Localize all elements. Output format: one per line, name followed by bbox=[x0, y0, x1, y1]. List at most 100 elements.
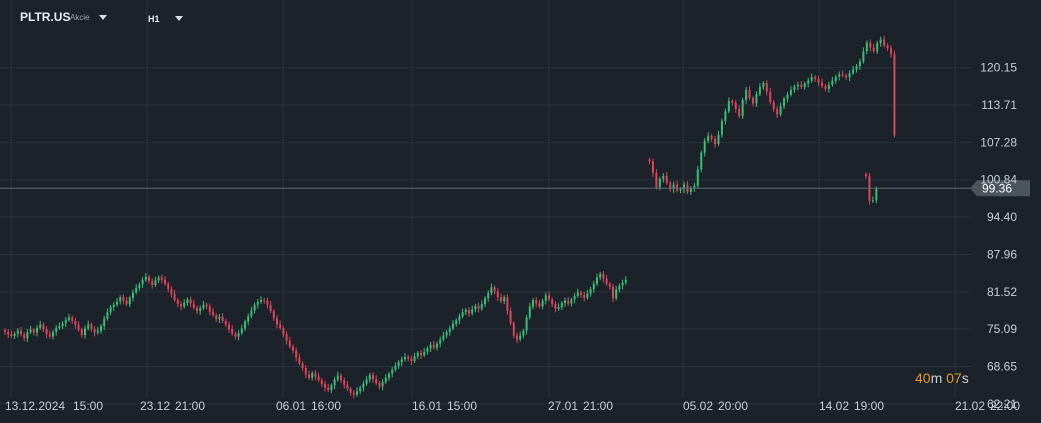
x-tick-label: 22:00 bbox=[990, 399, 1020, 413]
candle-body bbox=[84, 328, 86, 335]
candle bbox=[672, 181, 675, 193]
candle-body bbox=[173, 293, 176, 301]
candle bbox=[103, 315, 106, 330]
candle-body bbox=[135, 287, 138, 293]
candle bbox=[196, 305, 198, 314]
candle-body bbox=[461, 312, 464, 317]
candle-body bbox=[356, 391, 358, 395]
timeframe-dropdown-icon[interactable] bbox=[175, 16, 183, 21]
candle-body bbox=[827, 84, 830, 89]
candle bbox=[138, 282, 141, 291]
candle-body bbox=[106, 312, 109, 319]
candle bbox=[541, 298, 544, 310]
candle-body bbox=[779, 106, 782, 115]
candle bbox=[29, 325, 32, 335]
candle bbox=[368, 372, 371, 383]
candle bbox=[96, 327, 99, 335]
candle bbox=[4, 328, 6, 335]
candle bbox=[340, 373, 342, 384]
candle-body bbox=[247, 316, 250, 322]
countdown-minutes-unit: m bbox=[930, 370, 943, 386]
candle bbox=[841, 70, 844, 78]
candle bbox=[90, 322, 93, 332]
candle bbox=[58, 322, 61, 330]
candle-body bbox=[29, 329, 32, 332]
candle bbox=[48, 330, 51, 339]
candle bbox=[506, 294, 509, 315]
candle bbox=[314, 370, 317, 381]
candle bbox=[202, 300, 205, 311]
x-tick-label: 23.12 bbox=[140, 399, 170, 413]
candle bbox=[676, 180, 679, 193]
countdown-minutes: 40 bbox=[915, 370, 931, 386]
candle bbox=[144, 273, 147, 282]
candle-body bbox=[330, 385, 333, 391]
candle-body bbox=[758, 87, 761, 95]
candle bbox=[285, 331, 288, 345]
candle bbox=[855, 64, 858, 73]
candle bbox=[487, 290, 490, 303]
candle-body bbox=[755, 94, 758, 104]
candle bbox=[148, 274, 150, 284]
candle-body bbox=[36, 327, 38, 333]
candle bbox=[432, 340, 435, 350]
y-tick-label: 87.96 bbox=[987, 247, 1017, 261]
candle bbox=[77, 321, 80, 332]
candle-body bbox=[893, 54, 896, 136]
candle bbox=[128, 295, 131, 308]
candle bbox=[869, 39, 872, 52]
symbol-label[interactable]: PLTR.US bbox=[20, 10, 71, 24]
timeframe-label[interactable]: H1 bbox=[148, 14, 160, 24]
candle-body bbox=[180, 304, 182, 307]
symbol-dropdown-icon[interactable] bbox=[99, 15, 107, 20]
candle bbox=[55, 325, 58, 336]
candle-body bbox=[738, 109, 741, 117]
candle bbox=[783, 96, 786, 110]
candle-body bbox=[503, 297, 506, 302]
candle bbox=[831, 76, 834, 87]
candle-body bbox=[160, 277, 163, 280]
candle bbox=[356, 387, 358, 397]
candle-body bbox=[381, 381, 384, 387]
candle bbox=[39, 320, 42, 330]
candle-body bbox=[886, 45, 889, 49]
x-tick-label: 21:00 bbox=[583, 399, 613, 413]
candle-body bbox=[474, 305, 477, 310]
candle bbox=[789, 86, 792, 97]
candle bbox=[696, 165, 699, 188]
candle-body bbox=[336, 375, 339, 380]
candle bbox=[365, 375, 368, 386]
candle bbox=[87, 320, 90, 331]
candle-body bbox=[183, 302, 186, 307]
candle-body bbox=[831, 80, 834, 85]
candle bbox=[375, 375, 378, 386]
candle-body bbox=[189, 299, 192, 304]
candle-body bbox=[250, 310, 253, 317]
candle-body bbox=[55, 327, 58, 332]
candle-body bbox=[689, 188, 692, 193]
candle bbox=[141, 276, 144, 289]
candle-body bbox=[384, 377, 387, 382]
candle bbox=[247, 313, 250, 326]
candle-body bbox=[745, 89, 748, 100]
candle-body bbox=[683, 184, 685, 190]
candle-body bbox=[655, 172, 658, 188]
candle-body bbox=[96, 330, 99, 333]
candle bbox=[872, 43, 875, 54]
candle bbox=[848, 70, 851, 81]
candle bbox=[648, 157, 651, 165]
candle-body bbox=[122, 297, 125, 301]
candle bbox=[170, 286, 173, 298]
candle bbox=[586, 289, 589, 300]
candle-body bbox=[218, 316, 221, 320]
candle-body bbox=[199, 308, 202, 312]
candle bbox=[7, 329, 10, 339]
candle-body bbox=[407, 356, 410, 359]
candle-body bbox=[391, 369, 394, 374]
candle bbox=[573, 293, 576, 304]
candle bbox=[461, 308, 464, 319]
candle-body bbox=[260, 300, 262, 302]
candle bbox=[71, 315, 74, 324]
